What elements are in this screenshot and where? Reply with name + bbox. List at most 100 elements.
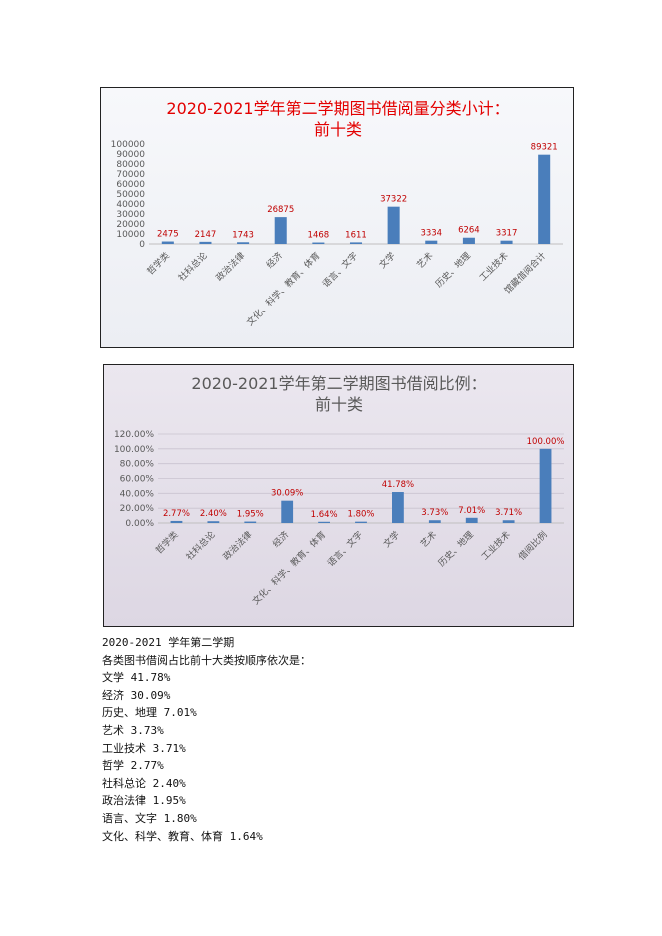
bar [161,241,174,244]
summary-text: 2020-2021 学年第二学期 各类图书借阅占比前十大类按顺序依次是： 文学 … [102,634,622,845]
data-label: 3334 [420,229,442,239]
category-label: 哲学类 [153,529,181,557]
bar [462,237,475,244]
category-label: 历史、地理 [436,529,476,569]
bar [428,520,441,523]
category-label: 历史、地理 [433,250,473,290]
bar [207,521,220,523]
bar [355,521,367,523]
bar [538,154,551,244]
category-label: 文学 [377,250,398,271]
chart-title: 2020-2021学年第二学期图书借阅量分类小计： [166,99,509,118]
bar [244,521,257,523]
category-label: 工业技术 [479,529,513,563]
y-tick-label: 120.00% [114,430,154,440]
category-label: 文学 [381,529,402,550]
bar [502,520,515,523]
y-tick-label: 70000 [116,170,145,180]
summary-line: 文学 41.78% [102,671,171,685]
bar [199,241,212,244]
summary-line: 文化、科学、教育、体育 1.64% [102,829,263,843]
bar [425,240,438,244]
bar [500,240,513,244]
category-label: 艺术 [414,250,435,271]
category-label: 社科总论 [184,529,218,563]
data-label: 2.77% [163,509,190,519]
summary-line: 历史、地理 7.01% [102,706,197,720]
summary-line: 语言、文字 1.80% [102,811,197,825]
data-label: 2.40% [200,509,227,519]
bar [387,206,400,244]
category-label: 政治法律 [213,250,247,284]
borrow-ratio-chart-svg: 2020-2021学年第二学期图书借阅比例： 前十类 0.00% 20.00% 40.0… [114,374,565,607]
summary-line: 社科总论 2.40% [102,776,186,790]
bar [318,521,330,523]
y-tick-label: 100.00% [114,445,154,455]
data-label: 1.80% [347,510,374,520]
y-tick-label: 100000 [111,140,146,150]
category-label: 经济 [264,250,285,271]
data-label: 89321 [531,143,558,153]
category-label: 文化、科学、教育、体育 [244,250,322,328]
data-label: 2475 [157,230,179,240]
data-label: 2147 [195,230,217,240]
data-label: 30.09% [271,489,303,499]
data-label: 3.73% [421,508,448,518]
category-label: 经济 [270,529,291,550]
borrow-volume-chart-svg: 2020-2021学年第二学期图书借阅量分类小计：前十类010000200003… [111,99,563,328]
y-tick-label: 10000 [116,230,145,240]
data-label: 7.01% [458,506,485,516]
summary-intro: 各类图书借阅占比前十大类按顺序依次是： [102,653,311,667]
bar [281,500,294,523]
y-tick-label: 60.00% [120,475,155,485]
y-tick-label: 90000 [116,150,145,160]
category-label: 政治法律 [220,529,254,563]
bar [392,492,404,523]
borrow-ratio-chart: 2020-2021学年第二学期图书借阅比例： 前十类 0.00% 20.00% 40.0… [103,364,574,627]
summary-line: 艺术 3.73% [102,723,164,737]
y-tick-label: 80.00% [120,460,155,470]
data-label: 1.95% [237,510,264,520]
category-label: 文化、科学、教育、体育 [250,529,328,607]
data-label: 41.78% [382,480,414,490]
bar [539,448,552,523]
bar [312,242,325,244]
chart-title: 前十类 [315,395,363,414]
data-label: 1611 [345,230,367,240]
y-tick-label: 50000 [116,190,145,200]
y-tick-label: 0.00% [125,519,154,529]
summary-line: 哲学 2.77% [102,759,164,773]
summary-heading: 2020-2021 学年第二学期 [102,636,235,649]
bar [237,242,250,244]
chart-title: 前十类 [314,120,362,139]
data-label: 6264 [458,226,480,236]
y-tick-label: 20000 [116,220,145,230]
y-tick-label: 40.00% [120,489,155,499]
summary-line: 经济 30.09% [102,688,171,702]
category-label: 借阅比例 [516,529,550,563]
y-tick-label: 40000 [116,200,145,210]
y-tick-label: 0 [139,240,145,250]
data-label: 100.00% [527,437,565,447]
data-label: 37322 [380,195,407,205]
y-tick-label: 30000 [116,210,145,220]
data-label: 1.64% [311,510,338,520]
category-label: 哲学类 [144,250,172,278]
summary-line: 工业技术 3.71% [102,741,186,755]
summary-list: 文学 41.78% 经济 30.09% 历史、地理 7.01% 艺术 3.73% 工业技… [102,669,622,845]
borrow-volume-chart: 2020-2021学年第二学期图书借阅量分类小计： 前十类 0 10000 20000 3… [100,87,574,348]
chart-title: 2020-2021学年第二学期图书借阅比例： [191,374,486,393]
bar [465,517,478,523]
data-label: 3.71% [495,508,522,518]
category-label: 语言、文字 [320,250,360,290]
category-label: 语言、文字 [325,529,365,569]
y-tick-label: 60000 [116,180,145,190]
y-tick-label: 20.00% [120,504,155,514]
y-tick-label: 80000 [116,160,145,170]
category-label: 社科总论 [176,250,210,284]
category-label: 艺术 [418,529,439,550]
summary-line: 政治法律 1.95% [102,794,186,808]
category-label: 工业技术 [477,250,511,284]
data-label: 1743 [232,230,254,240]
data-label: 26875 [267,205,294,215]
